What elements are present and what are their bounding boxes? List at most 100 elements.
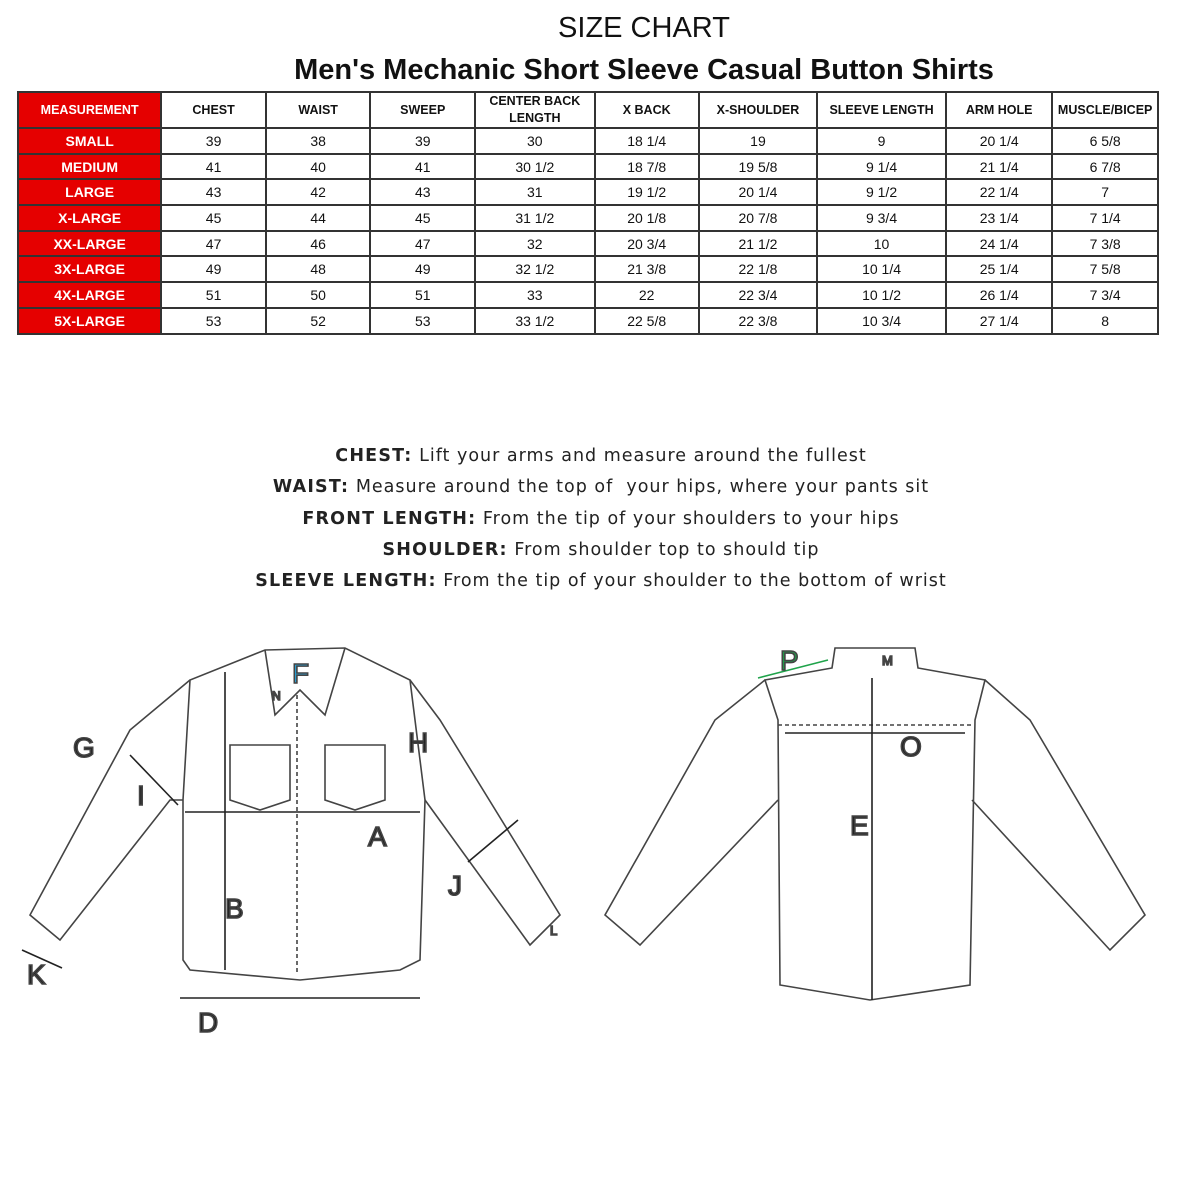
size-label: X-LARGE xyxy=(16,204,163,232)
label-h: H xyxy=(408,727,428,758)
column-header: CENTER BACK LENGTH xyxy=(474,91,596,129)
table-header-row: MEASUREMENT CHEST WAIST SWEEP CENTER BACK LE… xyxy=(16,91,1159,129)
instruction-text: From the tip of your shoulders to your h… xyxy=(476,508,900,529)
table-cell: 7 3/8 xyxy=(1051,229,1159,258)
table-cell: 19 5/8 xyxy=(697,152,819,181)
label-p: P xyxy=(780,645,799,676)
table-cell: 10 3/4 xyxy=(816,306,948,335)
size-label: LARGE xyxy=(16,178,163,207)
label-d: D xyxy=(198,1007,218,1038)
table-cell: 33 1/2 xyxy=(474,306,596,335)
column-header: X-SHOULDER xyxy=(697,91,819,129)
table-cell: 22 5/8 xyxy=(593,306,700,335)
table-cell: 30 xyxy=(474,127,596,155)
table-cell: 22 3/4 xyxy=(697,281,819,309)
instruction-term: SHOULDER: xyxy=(382,539,508,560)
table-cell: 21 1/4 xyxy=(945,152,1054,181)
instruction-term: CHEST: xyxy=(335,446,413,466)
table-cell: 7 1/4 xyxy=(1051,204,1159,232)
label-g: G xyxy=(73,732,95,763)
table-cell: 10 1/2 xyxy=(816,281,948,309)
instruction-line: FRONT LENGTH: From the tip of your shoul… xyxy=(0,509,1200,540)
table-cell: 41 xyxy=(369,152,477,181)
size-label: 5X-LARGE xyxy=(16,306,163,335)
table-cell: 18 7/8 xyxy=(593,152,700,181)
column-header: SWEEP xyxy=(369,91,477,129)
front-shirt-drawing xyxy=(28,647,562,981)
instruction-line: CHEST: Lift your arms and measure around… xyxy=(0,446,1200,477)
table-cell: 31 1/2 xyxy=(474,204,596,232)
instruction-text: From shoulder top to should tip xyxy=(507,539,820,560)
table-cell: 20 1/4 xyxy=(697,178,819,207)
table-cell: 7 5/8 xyxy=(1051,255,1159,284)
table-cell: 20 1/4 xyxy=(945,127,1054,155)
table-cell: 9 3/4 xyxy=(816,204,948,232)
size-label: SMALL xyxy=(16,127,163,155)
table-cell: 48 xyxy=(264,255,372,284)
table-cell: 20 7/8 xyxy=(697,204,819,232)
size-label: 3X-LARGE xyxy=(16,255,163,284)
size-chart-table: MEASUREMENT CHEST WAIST SWEEP CENTER BACK LE… xyxy=(16,91,1159,335)
measurement-arrows xyxy=(21,659,965,1000)
page-subtitle: Men's Mechanic Short Sleeve Casual Butto… xyxy=(294,54,994,86)
table-cell: 20 3/4 xyxy=(593,229,700,258)
table-cell: 6 7/8 xyxy=(1051,152,1159,181)
table-cell: 24 1/4 xyxy=(945,229,1054,258)
table-cell: 53 xyxy=(369,306,477,335)
table-cell: 20 1/8 xyxy=(593,204,700,232)
label-n: N xyxy=(272,689,281,703)
column-header: CHEST xyxy=(160,91,267,129)
size-label: XX-LARGE xyxy=(16,229,163,258)
table-cell: 43 xyxy=(369,178,477,207)
table-cell: 44 xyxy=(264,204,372,232)
table-cell: 51 xyxy=(160,281,267,309)
table-cell: 19 1/2 xyxy=(593,178,700,207)
table-cell: 9 xyxy=(816,127,948,155)
table-cell: 22 xyxy=(593,281,700,309)
table-cell: 51 xyxy=(369,281,477,309)
table-row: 5X-LARGE 53 52 53 33 1/2 22 5/8 22 3/8 10 3/4 27… xyxy=(16,306,1159,335)
table-cell: 49 xyxy=(160,255,267,284)
size-label: MEDIUM xyxy=(16,152,163,181)
table-cell: 7 3/4 xyxy=(1051,281,1159,309)
column-header: WAIST xyxy=(264,91,372,129)
instruction-line: WAIST: Measure around the top of your hi… xyxy=(0,477,1200,508)
table-row: 3X-LARGE 49 48 49 32 1/2 21 3/8 22 1/8 10 1/4 25… xyxy=(16,255,1159,284)
table-cell: 23 1/4 xyxy=(945,204,1054,232)
instruction-term: WAIST: xyxy=(272,477,350,498)
column-header: ARM HOLE xyxy=(945,91,1054,129)
table-cell: 53 xyxy=(160,306,267,335)
table-cell: 45 xyxy=(369,204,477,232)
instruction-term: SLEEVE LENGTH: xyxy=(255,571,437,592)
instruction-line: SLEEVE LENGTH: From the tip of your shou… xyxy=(0,571,1200,602)
instruction-term: FRONT LENGTH: xyxy=(302,508,477,529)
table-row: LARGE 43 42 43 31 19 1/2 20 1/4 9 1/2 22 1/4 7 xyxy=(16,178,1159,207)
instruction-text: Lift your arms and measure around the fu… xyxy=(412,446,867,466)
table-cell: 33 xyxy=(474,281,596,309)
label-j: J xyxy=(448,870,462,901)
table-row: SMALL 39 38 39 30 18 1/4 19 9 20 1/4 6 5/8 xyxy=(16,127,1159,155)
size-label: 4X-LARGE xyxy=(16,281,163,309)
table-cell: 22 1/8 xyxy=(697,255,819,284)
label-k: K xyxy=(27,959,46,990)
back-shirt-drawing xyxy=(603,647,1147,1001)
table-cell: 30 1/2 xyxy=(474,152,596,181)
instruction-line: SHOULDER: From shoulder top to should ti… xyxy=(0,540,1200,571)
table-cell: 42 xyxy=(264,178,372,207)
table-cell: 10 1/4 xyxy=(816,255,948,284)
label-f: F xyxy=(292,658,309,689)
table-cell: 49 xyxy=(369,255,477,284)
table-cell: 18 1/4 xyxy=(593,127,700,155)
column-header: SLEEVE LENGTH xyxy=(816,91,948,129)
table-cell: 19 xyxy=(697,127,819,155)
column-header: X BACK xyxy=(593,91,700,129)
table-cell: 26 1/4 xyxy=(945,281,1054,309)
table-cell: 47 xyxy=(160,229,267,258)
table-cell: 9 1/2 xyxy=(816,178,948,207)
table-cell: 40 xyxy=(264,152,372,181)
label-m: M xyxy=(882,653,893,668)
label-o: O xyxy=(900,731,922,762)
label-b: B xyxy=(225,893,244,924)
table-cell: 8 xyxy=(1051,306,1159,335)
table-cell: 47 xyxy=(369,229,477,258)
